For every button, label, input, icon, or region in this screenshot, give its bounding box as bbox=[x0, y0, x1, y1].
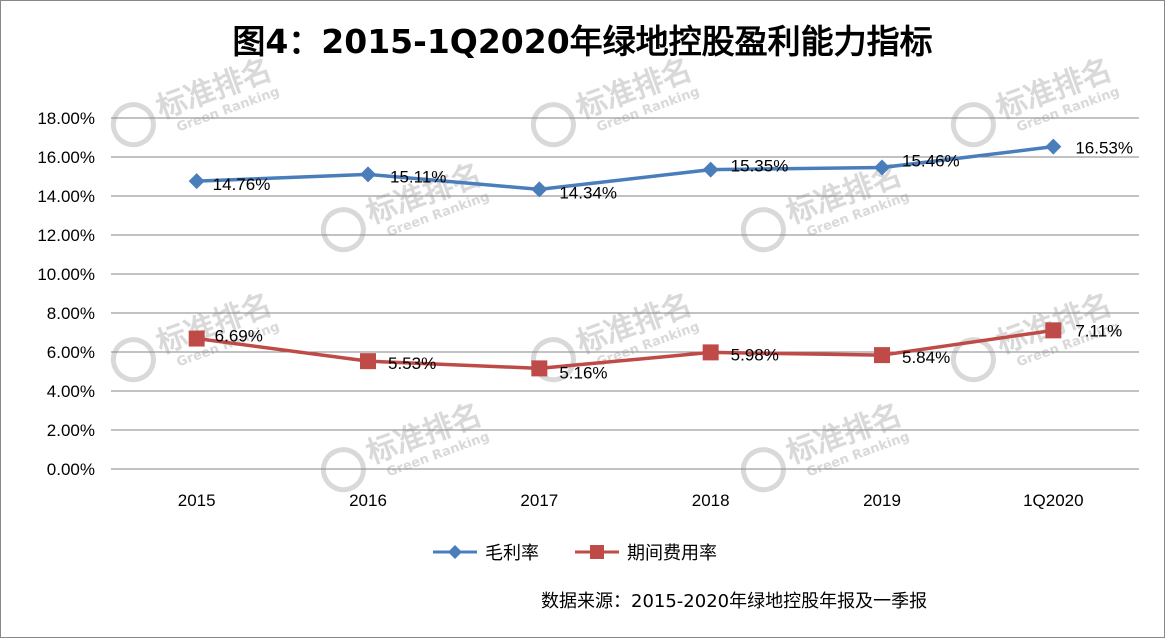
x-tick-label: 2015 bbox=[178, 491, 216, 510]
y-tick-label: 0.00% bbox=[47, 460, 95, 479]
data-point bbox=[188, 330, 205, 347]
legend-item-gross-margin: 毛利率 bbox=[431, 539, 539, 565]
data-point bbox=[874, 347, 890, 364]
y-tick-label: 8.00% bbox=[47, 304, 95, 323]
data-point bbox=[702, 161, 719, 178]
data-label: 14.34% bbox=[559, 183, 617, 202]
y-tick-label: 4.00% bbox=[47, 382, 95, 401]
data-label: 5.84% bbox=[902, 348, 950, 367]
series-line bbox=[196, 144, 1054, 192]
series-expense-ratio: 6.69% 5.53% 5.16% 5.98% 5.84% 7.11% bbox=[188, 321, 1122, 382]
x-tick-label: 2017 bbox=[520, 491, 558, 510]
y-tick-label: 6.00% bbox=[47, 343, 95, 362]
grid-lines bbox=[111, 117, 1139, 470]
square-marker-icon bbox=[575, 545, 619, 559]
y-tick-label: 16.00% bbox=[37, 148, 95, 167]
legend-label-expense-ratio: 期间费用率 bbox=[627, 543, 717, 564]
x-tick-label: 1Q2020 bbox=[1023, 491, 1084, 510]
x-tick-label: 2016 bbox=[349, 491, 387, 510]
data-label: 6.69% bbox=[215, 327, 263, 346]
y-axis-ticks: 0.00% 2.00% 4.00% 6.00% 8.00% 10.00% 12.00% 14.… bbox=[37, 109, 95, 479]
data-source-note: 数据来源：2015-2020年绿地控股年报及一季报 bbox=[541, 591, 928, 612]
y-tick-label: 10.00% bbox=[37, 265, 95, 284]
data-point bbox=[360, 166, 376, 183]
x-tick-label: 2018 bbox=[692, 491, 730, 510]
y-tick-label: 18.00% bbox=[37, 109, 95, 128]
data-point bbox=[874, 159, 890, 176]
data-label: 15.35% bbox=[731, 157, 789, 176]
data-point bbox=[531, 181, 548, 198]
series-layer: 14.76% 15.11% 14.34% 15.35% 15.46% 16.53% 6.69… bbox=[188, 138, 1133, 382]
data-point bbox=[1045, 322, 1062, 339]
data-label: 5.98% bbox=[731, 345, 779, 364]
x-axis-ticks: 2015 2016 2017 2018 2019 1Q2020 bbox=[178, 491, 1084, 510]
data-point bbox=[188, 173, 205, 190]
data-label: 16.53% bbox=[1075, 139, 1133, 158]
diamond-marker-icon bbox=[433, 545, 477, 559]
series-gross-margin: 14.76% 15.11% 14.34% 15.35% 15.46% 16.53% bbox=[188, 138, 1133, 202]
data-point bbox=[360, 353, 376, 370]
legend-label-gross-margin: 毛利率 bbox=[485, 543, 539, 564]
data-label: 15.11% bbox=[390, 167, 446, 186]
series-line bbox=[196, 328, 1054, 371]
data-label: 5.53% bbox=[388, 354, 436, 373]
data-label: 5.16% bbox=[559, 363, 607, 382]
y-tick-label: 2.00% bbox=[47, 421, 95, 440]
data-point bbox=[531, 360, 548, 377]
data-label: 15.46% bbox=[902, 152, 960, 171]
legend: 毛利率 期间费用率 bbox=[431, 537, 717, 567]
data-point bbox=[1045, 138, 1062, 155]
chart-title: 图4：2015-1Q2020年绿地控股盈利能力指标 bbox=[232, 22, 933, 61]
data-label: 14.76% bbox=[213, 175, 271, 194]
y-tick-label: 14.00% bbox=[37, 187, 95, 206]
x-tick-label: 2019 bbox=[863, 491, 901, 510]
legend-item-expense-ratio: 期间费用率 bbox=[573, 539, 717, 565]
data-point bbox=[702, 344, 719, 361]
data-label: 7.11% bbox=[1075, 321, 1122, 340]
y-tick-label: 12.00% bbox=[37, 226, 95, 245]
